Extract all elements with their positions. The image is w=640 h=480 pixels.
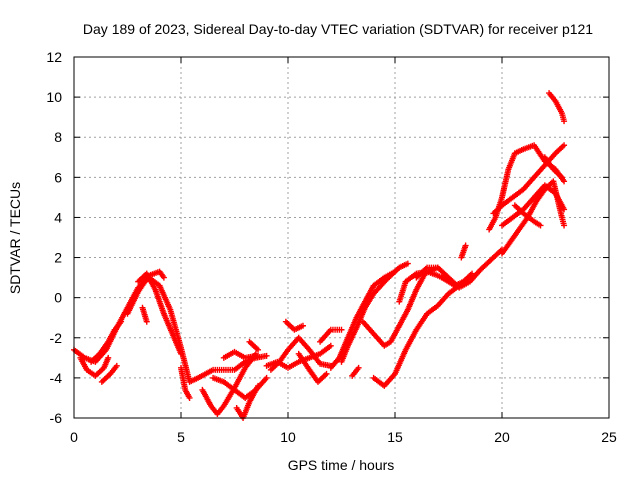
- chart-title: Day 189 of 2023, Sidereal Day-to-day VTE…: [83, 21, 593, 37]
- y-tick-label: 12: [46, 49, 62, 65]
- data-point: [338, 326, 345, 333]
- data-point: [561, 206, 568, 213]
- grid: [74, 57, 609, 418]
- y-ticks: -6 -4 -2 0 2 4 6 8 10 12: [46, 49, 609, 426]
- data-point: [178, 350, 184, 357]
- data-point: [558, 174, 565, 181]
- y-tick-label: 0: [54, 290, 62, 306]
- y-tick-label: 10: [46, 89, 62, 105]
- data-point: [118, 318, 125, 325]
- data-point: [263, 352, 270, 359]
- data-points: [71, 90, 568, 421]
- y-tick-label: -4: [50, 370, 63, 386]
- y-axis-title: SDTVAR / TECUs: [7, 182, 23, 294]
- x-tick-label: 0: [70, 429, 78, 445]
- data-point: [404, 260, 411, 267]
- data-point: [113, 362, 120, 369]
- data-point: [561, 142, 568, 149]
- y-tick-label: -6: [50, 410, 63, 426]
- data-point: [186, 394, 193, 401]
- data-point: [263, 374, 270, 381]
- data-point: [561, 178, 568, 185]
- data-point: [160, 274, 167, 281]
- data-point: [299, 322, 306, 329]
- data-point: [561, 222, 568, 229]
- data-point: [105, 354, 112, 361]
- y-tick-label: 2: [54, 250, 62, 266]
- data-point: [469, 270, 476, 277]
- y-tick-label: 4: [54, 209, 62, 225]
- y-tick-label: 8: [54, 129, 62, 145]
- data-point: [252, 352, 259, 359]
- data-point: [462, 242, 469, 249]
- x-tick-label: 20: [494, 429, 510, 445]
- y-tick-label: 6: [54, 169, 62, 185]
- x-axis-title: GPS time / hours: [288, 457, 395, 473]
- x-ticks: 0 5 10 15 20 25: [70, 57, 617, 445]
- data-point: [355, 364, 362, 371]
- data-point: [143, 318, 150, 325]
- x-tick-label: 25: [601, 429, 617, 445]
- x-tick-label: 5: [177, 429, 185, 445]
- y-tick-label: -2: [50, 330, 63, 346]
- plot-frame: [73, 56, 610, 419]
- x-tick-label: 10: [280, 429, 296, 445]
- x-tick-label: 15: [387, 429, 403, 445]
- data-point: [537, 222, 544, 229]
- data-point: [255, 382, 262, 389]
- data-point: [561, 118, 568, 125]
- data-point: [327, 342, 334, 349]
- data-point: [255, 346, 262, 353]
- data-point: [323, 370, 330, 377]
